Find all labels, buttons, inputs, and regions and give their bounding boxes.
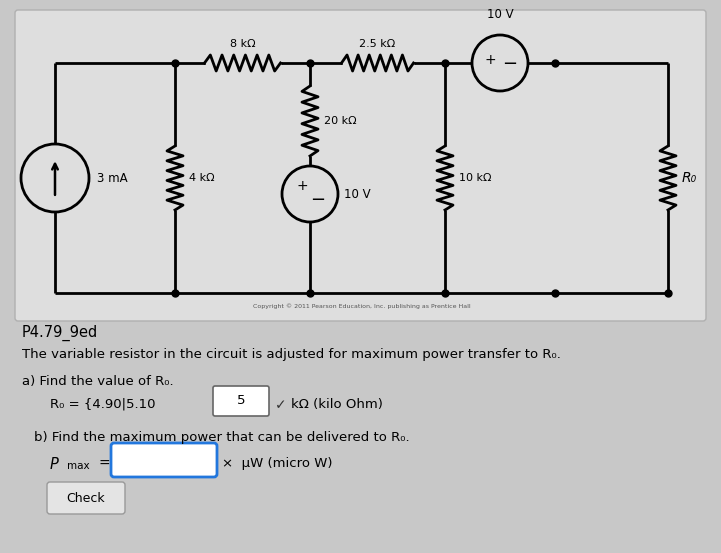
Text: =: =	[99, 457, 110, 471]
Text: Copyright © 2011 Pearson Education, Inc. publishing as Prentice Hall: Copyright © 2011 Pearson Education, Inc.…	[252, 303, 470, 309]
Text: 20 kΩ: 20 kΩ	[324, 116, 357, 126]
Text: ✓: ✓	[275, 398, 287, 412]
Text: max: max	[67, 461, 89, 471]
Text: 5: 5	[236, 394, 245, 408]
Text: 4 kΩ: 4 kΩ	[189, 173, 215, 183]
Text: R₀ = {4.90|5.10: R₀ = {4.90|5.10	[50, 398, 156, 411]
Text: P: P	[50, 457, 59, 472]
FancyBboxPatch shape	[213, 386, 269, 416]
Text: 10 V: 10 V	[487, 8, 513, 21]
Text: 10 V: 10 V	[344, 187, 371, 201]
Text: +: +	[485, 53, 496, 67]
Text: −: −	[503, 55, 518, 73]
FancyBboxPatch shape	[15, 10, 706, 321]
Text: 3 mA: 3 mA	[97, 171, 128, 185]
Text: −: −	[311, 191, 326, 209]
Text: The variable resistor in the circuit is adjusted for maximum power transfer to R: The variable resistor in the circuit is …	[22, 348, 561, 361]
Text: 8 kΩ: 8 kΩ	[230, 39, 255, 49]
Text: R₀: R₀	[682, 171, 697, 185]
Text: ×  μW (micro W): × μW (micro W)	[222, 457, 332, 470]
Text: b) Find the maximum power that can be delivered to R₀.: b) Find the maximum power that can be de…	[34, 431, 410, 444]
FancyBboxPatch shape	[47, 482, 125, 514]
Text: kΩ (kilo Ohm): kΩ (kilo Ohm)	[291, 398, 383, 411]
Text: 10 kΩ: 10 kΩ	[459, 173, 492, 183]
Text: a) Find the value of R₀.: a) Find the value of R₀.	[22, 375, 174, 388]
Text: P4.79_9ed: P4.79_9ed	[22, 325, 98, 341]
FancyBboxPatch shape	[111, 443, 217, 477]
Text: 2.5 kΩ: 2.5 kΩ	[359, 39, 396, 49]
Text: Check: Check	[66, 492, 105, 504]
Text: +: +	[296, 179, 308, 193]
